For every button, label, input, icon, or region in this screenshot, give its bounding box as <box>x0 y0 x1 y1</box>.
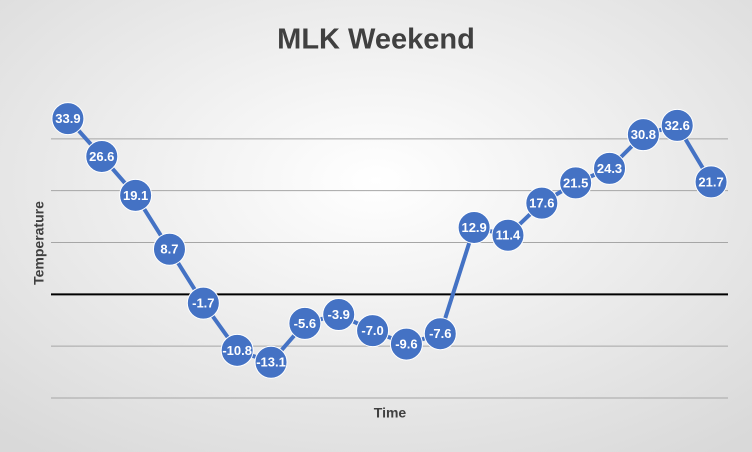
data-label: 12.9 <box>461 220 486 235</box>
data-label: -7.6 <box>429 326 451 341</box>
marker <box>356 314 390 348</box>
marker <box>491 218 525 252</box>
marker <box>186 286 220 320</box>
data-label: 26.6 <box>89 149 114 164</box>
data-label: 21.5 <box>563 175 588 190</box>
data-label: 30.8 <box>631 127 656 142</box>
marker <box>119 178 153 212</box>
data-label: -5.6 <box>294 316 316 331</box>
data-label: 33.9 <box>55 111 80 126</box>
marker <box>152 232 186 266</box>
marker <box>322 298 356 332</box>
data-label: 21.7 <box>698 174 723 189</box>
data-label: 11.4 <box>496 228 521 243</box>
data-label: -3.9 <box>328 307 350 322</box>
data-label: -13.1 <box>256 355 286 370</box>
data-label: -10.8 <box>222 343 252 358</box>
marker <box>220 333 254 367</box>
data-label: 17.6 <box>529 196 554 211</box>
marker <box>51 102 85 136</box>
marker <box>85 139 119 173</box>
marker <box>288 306 322 340</box>
marker <box>660 108 694 142</box>
marker <box>694 165 728 199</box>
chart-title: MLK Weekend <box>277 24 475 56</box>
data-label: 32.6 <box>665 118 690 133</box>
data-label: -9.6 <box>395 337 417 352</box>
marker <box>423 317 457 351</box>
data-label: 24.3 <box>597 161 622 176</box>
data-label: 19.1 <box>123 188 148 203</box>
marker <box>593 151 627 185</box>
marker <box>389 327 423 361</box>
marker <box>626 118 660 152</box>
marker <box>559 166 593 200</box>
marker <box>525 186 559 220</box>
marker <box>457 210 491 244</box>
y-axis-title: Temperature <box>31 201 47 285</box>
data-label: 8.7 <box>160 242 178 257</box>
marker <box>254 345 288 379</box>
x-axis-title: Time <box>374 405 407 421</box>
data-label: -1.7 <box>192 296 214 311</box>
data-label: -7.0 <box>361 323 383 338</box>
